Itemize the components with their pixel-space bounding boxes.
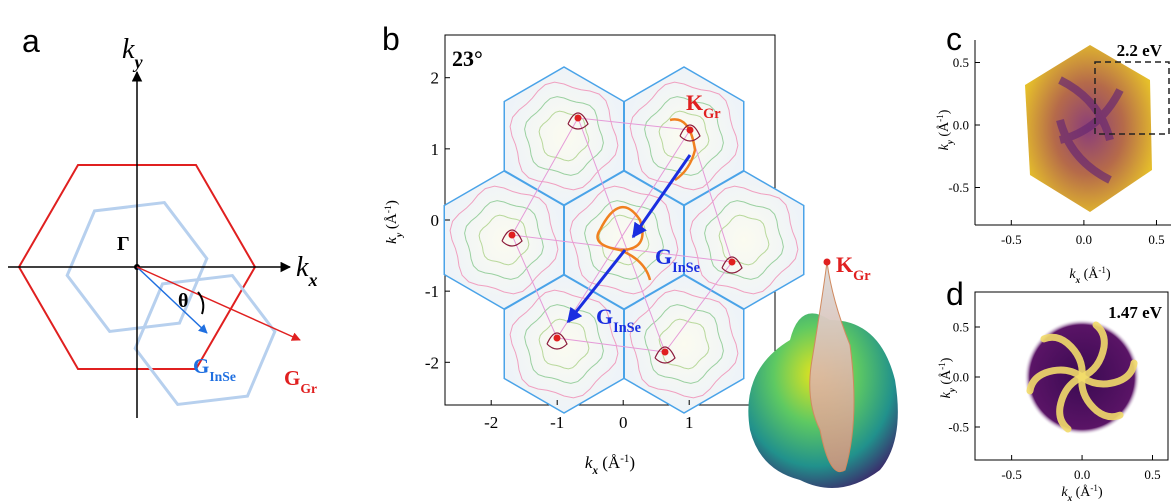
y-tick-label: -2 [425, 353, 439, 372]
x-axis-label: kx (Å-1) [1069, 265, 1111, 285]
x-axis-label: kx (Å-1) [585, 453, 635, 477]
text-part: k [122, 34, 135, 65]
y-tick-label: 0 [431, 211, 440, 230]
x-tick-label: 0 [619, 413, 628, 432]
k-point [554, 335, 561, 342]
y-tick-label: 0.5 [953, 320, 969, 335]
text-part: Gr [703, 106, 721, 122]
x-tick-label: 0.0 [1076, 232, 1092, 247]
y-tick-label: 0.5 [953, 55, 969, 70]
panel-a: a ky kx Γ θ GInSe GGr [8, 23, 318, 428]
text-part: -1 [937, 362, 947, 370]
panel-b: b 23° KGr GInSe GInSe kx (Å-1) ky (Å-1) … [382, 21, 898, 488]
x-tick-label: 1 [685, 413, 694, 432]
k-point [687, 127, 694, 134]
k-point [509, 232, 516, 239]
text-part: ) [1098, 485, 1103, 500]
panel-label: d [946, 276, 964, 312]
kx-label: kx [296, 252, 318, 290]
text-part: K [686, 90, 703, 115]
text-part: (Å [384, 213, 400, 233]
theta-label: θ [178, 290, 188, 312]
page: a ky kx Γ θ GInSe GGr b 23° KGr GInSe GI… [0, 0, 1171, 502]
text-part: y [132, 52, 143, 72]
k-point [729, 259, 736, 266]
text-part: ) [629, 453, 635, 472]
text-part: -1 [1098, 265, 1106, 275]
x-axis-label: kx (Å-1) [1061, 483, 1103, 502]
panel-label: a [22, 23, 40, 59]
text-part: -1 [935, 114, 945, 122]
inse-bz-shifted [121, 252, 288, 429]
y-axis-label: ky (Å-1) [383, 200, 405, 244]
text-part: x [307, 270, 317, 290]
x-tick-label: 0.0 [1074, 467, 1090, 482]
text-part: -1 [620, 453, 629, 465]
text-part: ) [1106, 267, 1111, 282]
text-part: (Å [938, 369, 954, 388]
panel-label: c [946, 21, 962, 57]
text-part: (Å [1080, 266, 1099, 282]
ky-label: ky [122, 34, 143, 72]
y-tick-label: 2 [431, 69, 440, 88]
k-gr-label: KGr [836, 252, 871, 284]
y-tick-label: -0.5 [948, 180, 969, 195]
text-part: InSe [209, 369, 236, 384]
text-part: K [836, 252, 853, 277]
text-part: G [284, 366, 300, 390]
text-part: -1 [383, 205, 394, 213]
x-tick-label: -0.5 [1001, 467, 1022, 482]
text-part: G [193, 354, 209, 378]
text-part: ) [939, 357, 954, 362]
text-part: k [296, 252, 309, 283]
y-tick-label: -0.5 [948, 420, 969, 435]
x-tick-label: 0.5 [1148, 232, 1164, 247]
text-part: ) [937, 109, 952, 114]
text-part: (Å [936, 121, 952, 140]
twist-angle: 23° [452, 46, 483, 71]
k-point [662, 349, 669, 356]
text-part: InSe [672, 260, 700, 276]
y-tick-label: 0.0 [953, 370, 969, 385]
text-part: G [596, 304, 613, 329]
x-tick-label: -1 [550, 413, 564, 432]
text-part: (Å [1072, 484, 1091, 500]
x-tick-label: 0.5 [1144, 467, 1160, 482]
k-point [575, 115, 582, 122]
text-part: Gr [853, 268, 871, 284]
text-part: Gr [300, 381, 317, 396]
figure: a ky kx Γ θ GInSe GGr b 23° KGr GInSe GI… [0, 0, 1171, 502]
k-point [824, 259, 831, 266]
text-part: G [655, 244, 672, 269]
g-inse-label: GInSe [193, 354, 236, 384]
y-tick-label: -1 [425, 282, 439, 301]
g-gr-label: GGr [284, 366, 317, 396]
text-part: InSe [613, 320, 641, 336]
text-part: ) [384, 200, 400, 205]
gamma-label: Γ [117, 233, 130, 255]
y-tick-label: 1 [431, 140, 440, 159]
y-tick-label: 0.0 [953, 118, 969, 133]
panel-label: b [382, 21, 400, 57]
text-part: (Å [598, 453, 621, 472]
bz-tiling [444, 67, 804, 413]
x-tick-label: -0.5 [1001, 232, 1022, 247]
energy-label: 1.47 eV [1108, 303, 1163, 322]
x-tick-label: -2 [484, 413, 498, 432]
text-part: -1 [1090, 483, 1098, 493]
energy-label: 2.2 eV [1117, 41, 1163, 60]
